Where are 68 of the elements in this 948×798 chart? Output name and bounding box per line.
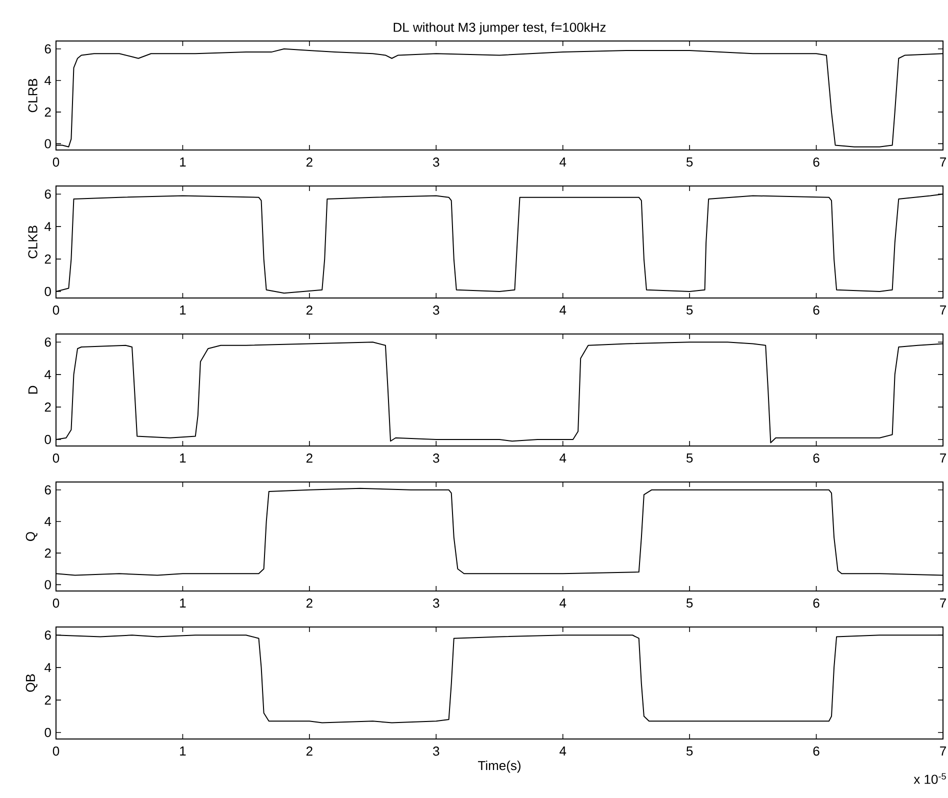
y-tick-label: 4 <box>44 517 52 526</box>
x-tick-label: 2 <box>306 306 312 315</box>
x-tick-label: 1 <box>180 454 186 462</box>
y-tick-label: 4 <box>44 222 52 232</box>
y-tick-label: 0 <box>44 286 51 296</box>
x-tick-label: 6 <box>813 598 820 608</box>
x-tick-label: 2 <box>306 158 312 167</box>
x-tick-label: 7 <box>940 158 946 166</box>
y-tick-label: 6 <box>44 485 51 494</box>
y-tick-label: 2 <box>44 402 51 412</box>
y-tick-label: 0 <box>44 728 51 738</box>
x-tick-label: 7 <box>940 454 946 462</box>
x-tick-label: 3 <box>433 746 440 756</box>
x-tick-label: 5 <box>686 454 693 463</box>
x-tick-label: 6 <box>813 454 820 463</box>
y-tick-label: 6 <box>44 44 51 54</box>
y-axis-title: CLKB <box>28 226 38 258</box>
y-tick-label: 4 <box>44 370 52 380</box>
x-tick-label: 3 <box>433 454 440 463</box>
x-tick-label: 7 <box>940 746 946 756</box>
x-tick-label: 5 <box>686 746 693 756</box>
x-tick-label: 2 <box>306 746 312 756</box>
x-tick-label: 3 <box>433 598 440 608</box>
y-tick-label: 6 <box>44 190 51 199</box>
x-tick-label: 0 <box>52 306 60 315</box>
x-tick-label: 5 <box>686 598 693 608</box>
y-tick-label: 0 <box>44 434 51 444</box>
x-tick-label: 3 <box>433 158 440 167</box>
x-tick-label: 2 <box>306 598 312 608</box>
x-tick-label: 7 <box>940 598 946 608</box>
x-axis-title: Time(s) <box>478 760 520 773</box>
y-axis-title: QB <box>26 674 38 692</box>
x-tick-label: 1 <box>180 746 186 756</box>
y-tick-label: 2 <box>44 108 51 117</box>
y-tick-label: 0 <box>44 139 51 148</box>
x-tick-label: 4 <box>560 158 566 166</box>
y-tick-label: 6 <box>44 338 51 347</box>
x-tick-label: 0 <box>52 454 60 463</box>
x-tick-label: 6 <box>813 746 820 756</box>
x-tick-label: 4 <box>560 598 566 608</box>
x-tick-label: 4 <box>560 454 566 462</box>
x-tick-label: 5 <box>686 306 693 315</box>
y-tick-label: 4 <box>44 663 52 672</box>
x-tick-label: 7 <box>940 306 946 314</box>
x-tick-label: 5 <box>686 158 693 167</box>
y-axis-title: Q <box>26 532 38 541</box>
x-tick-label: 3 <box>433 306 440 315</box>
x-tick-label: 1 <box>180 158 186 166</box>
chart-title: DL without M3 jumper test, f=100kHz <box>394 22 606 34</box>
y-tick-label: 2 <box>44 696 51 705</box>
x-tick-label: 4 <box>560 746 566 756</box>
x-tick-label: 1 <box>180 598 186 608</box>
y-tick-label: 0 <box>44 580 51 590</box>
y-tick-label: 4 <box>44 76 52 85</box>
x-tick-label: 4 <box>560 306 566 314</box>
y-axis-title: CLRB <box>28 78 38 112</box>
x-tick-label: 1 <box>180 306 186 314</box>
x-tick-label: 0 <box>52 746 60 756</box>
y-axis-title: D <box>28 386 38 394</box>
y-tick-label: 6 <box>44 630 51 640</box>
x-tick-label: 6 <box>813 306 820 315</box>
text: x 10$^{-5}$ <box>914 773 946 784</box>
x-tick-label: 2 <box>306 454 312 463</box>
y-tick-label: 2 <box>44 548 51 558</box>
y-tick-label: 2 <box>44 254 51 264</box>
x-tick-label: 0 <box>52 598 60 608</box>
x-tick-label: 6 <box>813 158 820 167</box>
x-tick-label: 0 <box>52 158 60 167</box>
